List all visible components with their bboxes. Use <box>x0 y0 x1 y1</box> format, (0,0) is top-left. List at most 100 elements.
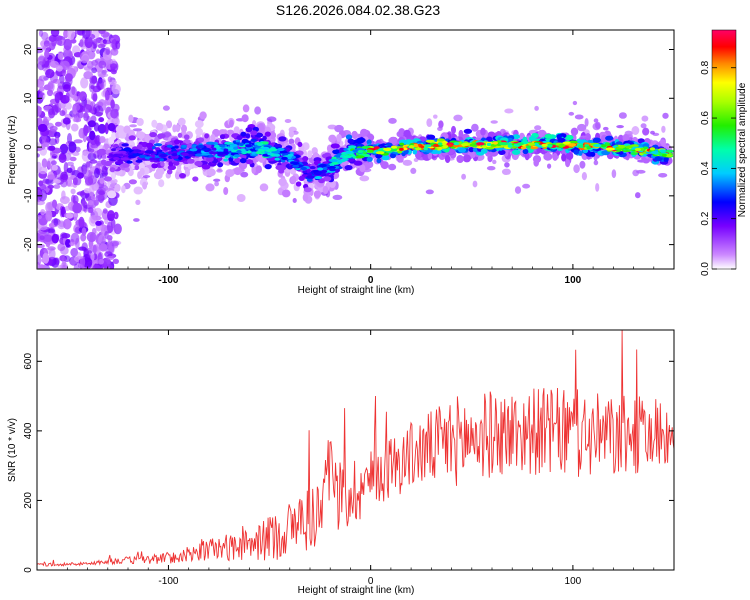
spectrogram-cell <box>174 171 181 180</box>
spectrogram-cell <box>179 173 186 179</box>
spectrogram-cell <box>240 171 249 178</box>
spectrogram-cell <box>344 165 353 171</box>
spectrogram-cell <box>251 165 256 174</box>
spectrogram-cell <box>524 152 530 161</box>
spectrogram-cell <box>137 131 145 140</box>
spectrogram-cell <box>51 233 59 244</box>
spectrogram-cell <box>345 150 354 154</box>
spectrogram-cell <box>451 125 456 134</box>
spectrogram-cell <box>205 183 215 192</box>
spectrogram-cell <box>547 163 552 169</box>
spectrogram-cell <box>63 84 71 93</box>
spectrogram-cell <box>236 150 242 154</box>
spectrogram-cell <box>426 118 433 127</box>
spectrogram-cell <box>73 263 79 269</box>
spectrogram-cell <box>48 138 58 146</box>
spectrogram-cell <box>72 177 78 186</box>
spectrogram-cell <box>120 157 129 161</box>
spectrogram-cell <box>79 256 86 268</box>
spectrogram-cell <box>277 147 285 152</box>
spectrogram-cell <box>233 146 239 150</box>
spectrogram-cell <box>275 165 285 171</box>
spectrogram-cell <box>306 178 313 182</box>
spectrogram-cell <box>63 30 69 39</box>
spectrogram-cell <box>128 154 135 159</box>
spectrogram-cell <box>70 247 79 257</box>
spectrogram-y-axis-title: Frequency (Hz) <box>7 116 18 185</box>
spectrogram-cell <box>453 144 460 148</box>
spectrogram-cell <box>472 180 478 188</box>
spectrogram-cell <box>38 75 48 82</box>
spectrogram-cell <box>278 178 287 187</box>
spectrogram-cell <box>64 73 73 82</box>
spectrogram-cell <box>662 153 667 157</box>
spectrogram-cell <box>78 216 85 228</box>
spectrogram-cell <box>485 146 495 150</box>
spectrogram-cell <box>592 137 602 143</box>
spectrogram-cell <box>133 186 143 195</box>
spectrogram-cell <box>113 157 120 161</box>
spectrogram-cell <box>360 128 368 137</box>
spectrogram-cell <box>330 143 340 149</box>
spectrogram-cell <box>129 124 138 128</box>
spectrogram-cell <box>90 143 99 149</box>
spectrogram-cell <box>51 104 59 116</box>
spectrogram-cell <box>584 118 589 127</box>
spectrogram-cell <box>388 117 397 124</box>
spectrogram-cell <box>267 152 272 156</box>
spectrogram-cell <box>593 160 599 166</box>
spectrogram-cell <box>486 136 493 142</box>
spectrogram-cell <box>50 30 60 37</box>
colorbar: 0.0 0.2 0.4 0.6 0.8 Normalized spectral ampl… <box>700 29 748 276</box>
spectrogram-cell <box>142 175 151 178</box>
spectrogram-cell <box>57 220 66 230</box>
spectrogram-cell <box>456 155 464 163</box>
spectrogram-cell <box>201 164 211 170</box>
spectrogram-cell <box>66 161 75 166</box>
spectrogram-cell <box>194 160 203 167</box>
spectrogram-cell <box>302 170 308 174</box>
spectrogram-cell <box>76 191 87 196</box>
spectrogram-cell <box>112 258 119 264</box>
spectrogram-cell <box>592 122 601 131</box>
spectrogram-cell <box>229 119 234 128</box>
spectrogram-cell <box>288 129 295 138</box>
spectrogram-cell <box>181 124 187 133</box>
spectrogram-cell <box>290 161 300 165</box>
spectrogram-cell <box>70 39 77 44</box>
spectrogram-cell <box>297 164 304 168</box>
spectrogram-cell <box>336 134 342 142</box>
spectrogram-cell <box>391 145 397 149</box>
spectrogram-cell <box>47 184 54 189</box>
spectrogram-cell <box>223 187 229 195</box>
spectrogram-x-tick-label: 0 <box>368 275 374 286</box>
spectrogram-cell <box>302 193 309 202</box>
spectrogram-cell <box>117 153 124 157</box>
spectrogram-cell <box>135 199 141 205</box>
spectrogram-cell <box>157 133 166 139</box>
spectrogram-cell <box>44 49 50 58</box>
spectrogram-cell <box>197 137 205 143</box>
spectrogram-cell <box>110 48 119 56</box>
spectrogram-cell <box>557 137 566 143</box>
spectrogram-cell <box>65 91 70 102</box>
spectrogram-cell <box>37 232 42 242</box>
spectrogram-cell <box>347 138 355 144</box>
spectrogram-cell <box>297 141 303 147</box>
spectrogram-cell <box>376 158 382 164</box>
spectrogram-cell <box>522 148 529 155</box>
spectrogram-cell <box>87 152 97 161</box>
spectrogram-cell <box>111 148 116 152</box>
spectrogram-cell <box>206 141 215 145</box>
spectrogram-cell <box>123 125 131 134</box>
spectrogram-cell <box>223 158 229 162</box>
spectrogram-cell <box>42 234 53 242</box>
spectrogram-cell <box>93 199 99 206</box>
spectrogram-cell <box>37 47 44 54</box>
spectrogram-cell <box>637 138 645 144</box>
spectrogram-cell <box>206 156 214 162</box>
spectrogram-cell <box>54 257 60 265</box>
spectrogram-cell <box>57 52 64 60</box>
spectrogram-cell <box>399 142 405 146</box>
